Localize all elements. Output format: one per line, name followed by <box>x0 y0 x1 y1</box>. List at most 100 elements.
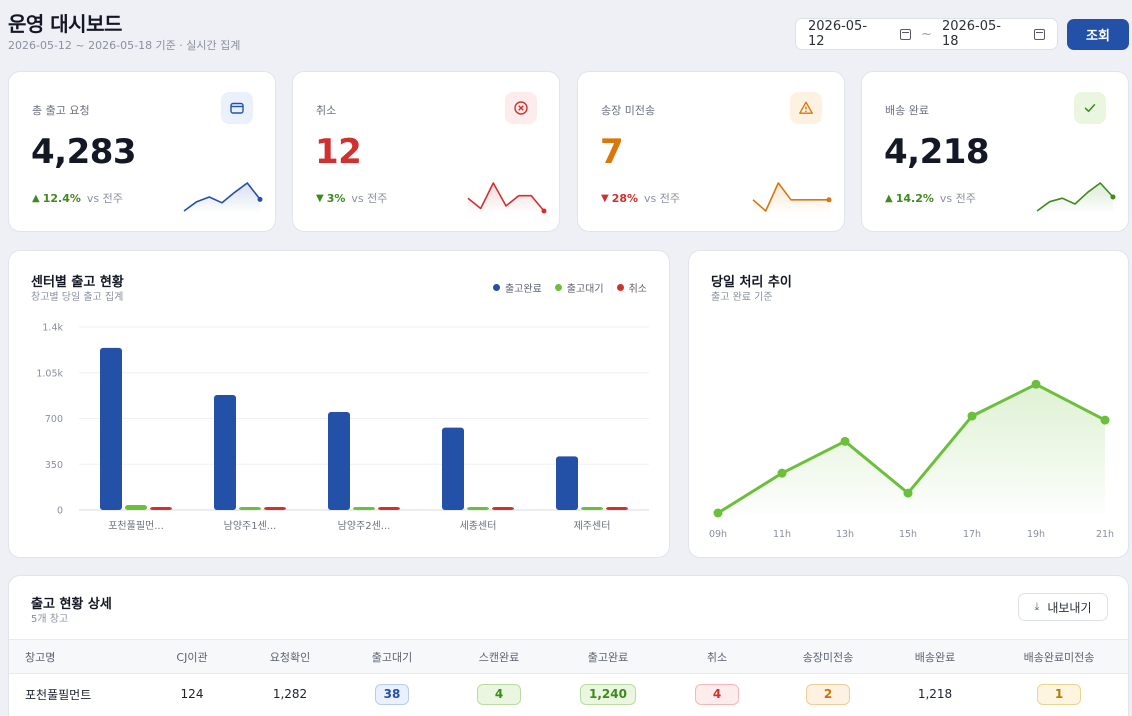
date-from-input[interactable]: 2026-05-12 <box>808 19 868 49</box>
bar[interactable] <box>492 507 514 510</box>
center-chart-card: 센터별 출고 현황 창고별 당일 출고 집계 출고완료 출고대기 취소 0 350… <box>8 250 670 558</box>
date-to-input[interactable]: 2026-05-18 <box>941 19 1001 49</box>
kpi-value: 7 <box>600 132 624 172</box>
line-chart: 09h 11h 13h 15h 17h 19h 21h <box>709 379 1114 540</box>
column-header[interactable]: 창고명 <box>25 650 56 664</box>
sparkline-end-dot <box>257 196 263 202</box>
legend-dot <box>492 284 500 291</box>
sparkline-end-dot <box>826 197 832 203</box>
bar[interactable] <box>239 507 261 510</box>
kpi-change-vs: vs 전주 <box>939 192 976 205</box>
trend-point[interactable] <box>777 468 787 478</box>
cancel-badge: 4 <box>695 683 739 705</box>
trend-down-icon: ▼ <box>316 192 324 204</box>
kpi-label: 배송 완료 <box>885 104 929 117</box>
legend-dot <box>616 284 624 291</box>
y-tick-label: 700 <box>45 414 63 425</box>
trend-up-icon: ▲ <box>32 192 40 204</box>
trend-chart-card: 당일 처리 추이 출고 완료 기준 09h 11h 13h 15h 17h 19h 21h <box>688 250 1129 558</box>
download-icon: ⤓ <box>1034 600 1040 613</box>
bar[interactable] <box>606 507 628 510</box>
legend-item[interactable]: 출고완료 <box>492 280 542 295</box>
wallet-icon <box>221 92 253 124</box>
legend-dot <box>554 284 562 291</box>
trend-point[interactable] <box>713 508 723 518</box>
sparkline-area <box>1037 183 1113 214</box>
kpi-value: 4,218 <box>884 132 990 172</box>
table-row[interactable]: 포천풀필먼트 124 1,282 38 4 1,240 4 2 1,218 1 <box>9 674 1128 714</box>
export-button[interactable]: ⤓ 내보내기 <box>1018 593 1108 621</box>
bar[interactable] <box>353 507 375 510</box>
column-header[interactable]: 송장미전송 <box>802 650 854 664</box>
y-tick-label: 350 <box>45 460 63 471</box>
bar[interactable] <box>125 505 147 510</box>
trend-chart-title: 당일 처리 추이 <box>711 275 792 290</box>
kpi-change-vs: vs 전주 <box>644 192 681 205</box>
warning-icon <box>790 92 822 124</box>
x-tick-label: 11h <box>773 529 791 540</box>
search-button[interactable]: 조회 <box>1067 19 1129 50</box>
bar[interactable] <box>442 427 464 510</box>
column-header[interactable]: 취소 <box>706 650 728 664</box>
column-header[interactable]: 출고완료 <box>587 650 629 664</box>
kpi-change-value: 3% <box>326 191 346 205</box>
bar[interactable] <box>581 507 603 510</box>
column-header[interactable]: 출고대기 <box>371 650 413 664</box>
sparkline <box>183 182 263 214</box>
kpi-change-value: 28% <box>611 191 639 205</box>
bar[interactable] <box>328 411 350 510</box>
bar[interactable] <box>467 507 489 510</box>
kpi-value: 12 <box>315 132 362 172</box>
pending-badge: 38 <box>374 683 410 705</box>
bar[interactable] <box>556 456 578 510</box>
chart-legend: 출고완료 출고대기 취소 <box>480 280 647 295</box>
x-tick-label: 21h <box>1096 529 1114 540</box>
sparkline-area <box>184 183 260 214</box>
kpi-change-vs: vs 전주 <box>86 192 123 205</box>
bar[interactable] <box>100 347 122 510</box>
trend-chart-subtitle: 출고 완료 기준 <box>711 292 773 303</box>
sparkline <box>467 182 547 214</box>
page-title: 운영 대시보드 <box>8 12 122 36</box>
x-tick-label: 19h <box>1027 529 1045 540</box>
column-header[interactable]: 요청확인 <box>269 650 311 664</box>
legend-item[interactable]: 출고대기 <box>554 280 604 295</box>
bar[interactable] <box>264 507 286 510</box>
bar[interactable] <box>214 394 236 510</box>
y-tick-label: 1.4k <box>42 323 63 334</box>
sparkline <box>752 182 832 214</box>
calendar-icon[interactable] <box>899 28 912 40</box>
kpi-change: ▼ 28% vs 전주 <box>601 190 680 206</box>
column-header[interactable]: 스캔완료 <box>478 650 520 664</box>
trend-point[interactable] <box>1100 415 1110 425</box>
bar[interactable] <box>378 507 400 510</box>
invoice-unsent-badge: 2 <box>806 683 850 705</box>
trend-point[interactable] <box>967 411 977 421</box>
calendar-icon[interactable] <box>1033 28 1045 40</box>
center-chart-title: 센터별 출고 현황 <box>31 275 124 290</box>
sparkline-area <box>753 183 829 214</box>
date-range-picker[interactable]: 2026-05-12 ~ 2026-05-18 <box>795 18 1058 50</box>
trend-point[interactable] <box>1031 379 1041 389</box>
legend-item[interactable]: 취소 <box>616 280 647 295</box>
table-title: 출고 현황 상세 <box>31 597 112 612</box>
center-chart-subtitle: 창고별 당일 출고 집계 <box>31 292 124 303</box>
x-tick-label: 제주센터 <box>574 520 611 532</box>
x-tick-label: 09h <box>709 529 727 540</box>
kpi-label: 총 출고 요청 <box>32 104 90 117</box>
delivered-unsent-badge: 1 <box>1037 683 1081 705</box>
kpi-change: ▲ 14.2% vs 전주 <box>885 190 976 206</box>
table-subtitle: 5개 창고 <box>31 614 69 625</box>
shipped-badge: 1,240 <box>580 683 636 705</box>
page-subtitle: 2026-05-12 ~ 2026-05-18 기준 · 실시간 집계 <box>8 39 241 52</box>
column-header[interactable]: 배송완료미전송 <box>1023 650 1095 664</box>
column-header[interactable]: 배송완료 <box>914 650 956 664</box>
column-header[interactable]: CJ이관 <box>176 650 208 664</box>
request-confirmed-count: 1,282 <box>272 687 308 701</box>
legend-label: 출고대기 <box>566 284 604 295</box>
x-tick-label: 남양주2센... <box>338 520 391 532</box>
bar[interactable] <box>150 507 172 510</box>
trend-point[interactable] <box>903 488 913 498</box>
trend-point[interactable] <box>840 436 850 446</box>
kpi-card-total-requests: 총 출고 요청 4,283 ▲ 12.4% vs 전주 <box>8 71 276 232</box>
